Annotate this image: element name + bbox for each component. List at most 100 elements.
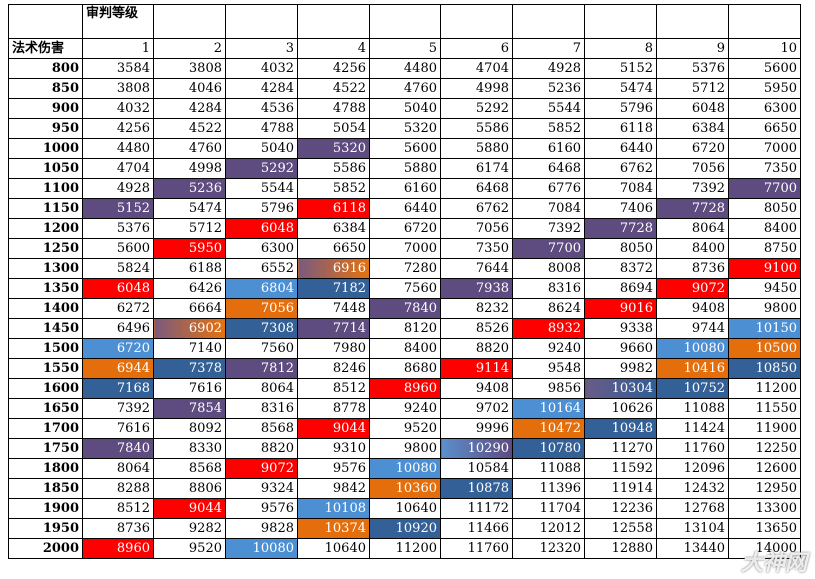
table-cell: 8232 (440, 298, 513, 319)
damage-value-label: 1100 (8, 178, 83, 199)
table-cell: 5586 (440, 118, 513, 139)
table-cell: 9660 (584, 338, 657, 359)
table-cell: 9072 (225, 458, 298, 479)
table-cell: 8820 (440, 338, 513, 359)
table-cell: 11088 (512, 458, 585, 479)
table-cell: 6720 (656, 138, 729, 159)
table-cell: 7616 (153, 378, 226, 399)
damage-value-label: 1550 (8, 358, 83, 379)
header-blank (225, 4, 298, 39)
table-row: 900 4032 4284 4536 4788 5040 5292 5544 5796 6048 6… (8, 98, 801, 119)
table-cell: 9072 (656, 278, 729, 299)
table-cell: 6118 (584, 118, 657, 139)
table-cell: 8400 (369, 338, 441, 359)
table-row: 1050 4704 4998 5292 5586 5880 6174 6468 6762 7056… (8, 158, 801, 179)
table-cell: 6048 (656, 98, 729, 119)
damage-value-label: 1850 (8, 478, 83, 499)
table-cell: 8820 (225, 438, 298, 459)
damage-value-label: 1350 (8, 278, 83, 299)
table-cell: 4032 (225, 58, 298, 79)
table-cell: 7392 (82, 398, 154, 419)
table-cell: 6188 (153, 258, 226, 279)
table-cell: 6384 (656, 118, 729, 139)
table-cell: 7840 (82, 438, 154, 459)
table-cell: 8624 (512, 298, 585, 319)
table-cell: 9842 (297, 478, 370, 499)
table-cell: 4998 (153, 158, 226, 179)
table-cell: 5544 (225, 178, 298, 199)
table-cell: 6776 (512, 178, 585, 199)
level-number: 8 (584, 38, 657, 59)
table-cell: 7000 (369, 238, 441, 259)
table-cell: 6160 (369, 178, 441, 199)
table-row: 1000 4480 4760 5040 5320 5600 5880 6160 6440 6720… (8, 138, 801, 159)
table-cell: 12950 (728, 478, 801, 499)
table-cell: 4522 (297, 78, 370, 99)
table-cell: 9996 (440, 418, 513, 439)
damage-value-label: 1300 (8, 258, 83, 279)
header-blank (512, 4, 585, 39)
table-cell: 10080 (656, 338, 729, 359)
table-cell: 6650 (728, 118, 801, 139)
table-cell: 8092 (153, 418, 226, 439)
table-cell: 10780 (512, 438, 585, 459)
table-cell: 4284 (153, 98, 226, 119)
table-cell: 8050 (584, 238, 657, 259)
table-cell: 10290 (440, 438, 513, 459)
table-cell: 4928 (512, 58, 585, 79)
table-row: 1900 8512 9044 9576 10108 10640 11172 11704 1223… (8, 498, 801, 519)
table-row: 2000 8960 9520 10080 10640 11200 11760 12320 128… (8, 538, 801, 559)
table-cell: 9240 (369, 398, 441, 419)
damage-value-label: 1900 (8, 498, 83, 519)
table-cell: 6762 (440, 198, 513, 219)
table-cell: 3808 (82, 78, 154, 99)
table-cell: 7728 (584, 218, 657, 239)
table-cell: 5950 (728, 78, 801, 99)
table-cell: 10640 (297, 538, 370, 559)
table-cell: 12236 (584, 498, 657, 519)
table-cell: 6804 (225, 278, 298, 299)
table-cell: 8064 (82, 458, 154, 479)
table-cell: 6272 (82, 298, 154, 319)
table-row: 1500 6720 7140 7560 7980 8400 8820 9240 9660 1008… (8, 338, 801, 359)
table-cell: 7350 (728, 158, 801, 179)
table-cell: 7406 (584, 198, 657, 219)
table-cell: 6048 (225, 218, 298, 239)
table-cell: 5320 (369, 118, 441, 139)
table-cell: 8568 (225, 418, 298, 439)
table-cell: 9800 (369, 438, 441, 459)
table-cell: 4760 (369, 78, 441, 99)
table-row: 1350 6048 6426 6804 7182 7560 7938 8316 8694 9072… (8, 278, 801, 299)
table-row: 1800 8064 8568 9072 9576 10080 10584 11088 11592… (8, 458, 801, 479)
table-cell: 7084 (512, 198, 585, 219)
table-cell: 8316 (225, 398, 298, 419)
table-cell: 5474 (153, 198, 226, 219)
table-row: 950 4256 4522 4788 5054 5320 5586 5852 6118 6384 6… (8, 118, 801, 139)
table-cell: 10500 (728, 338, 801, 359)
table-cell: 11592 (584, 458, 657, 479)
table-cell: 14000 (728, 538, 801, 559)
table-cell: 4046 (153, 78, 226, 99)
table-cell: 4032 (82, 98, 154, 119)
table-cell: 10640 (369, 498, 441, 519)
table-cell: 6384 (297, 218, 370, 239)
table-cell: 5054 (297, 118, 370, 139)
corner-blank (8, 4, 83, 39)
table-cell: 8288 (82, 478, 154, 499)
table-cell: 7056 (440, 218, 513, 239)
level-number-row: 法术伤害 1 2 3 4 5 6 7 8 9 10 (8, 38, 801, 59)
table-cell: 12096 (656, 458, 729, 479)
table-cell: 9044 (297, 418, 370, 439)
table-cell: 7714 (297, 318, 370, 339)
table-cell: 4256 (297, 58, 370, 79)
table-cell: 8526 (440, 318, 513, 339)
damage-value-label: 1750 (8, 438, 83, 459)
header-blank (584, 4, 657, 39)
table-cell: 5236 (512, 78, 585, 99)
damage-value-label: 1450 (8, 318, 83, 339)
table-row: 1300 5824 6188 6552 6916 7280 7644 8008 8372 8736… (8, 258, 801, 279)
table-cell: 10150 (728, 318, 801, 339)
table-cell: 6300 (728, 98, 801, 119)
table-cell: 11900 (728, 418, 801, 439)
header-blank (728, 4, 801, 39)
